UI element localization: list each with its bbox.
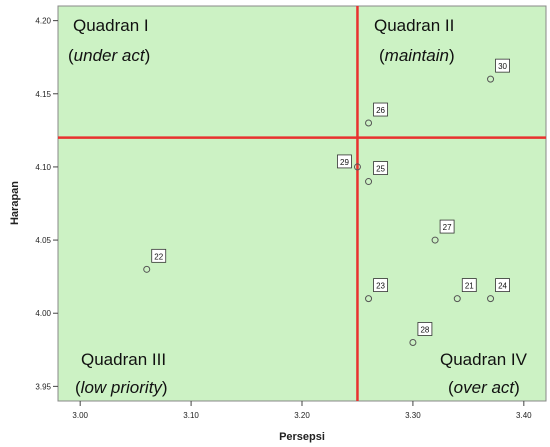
data-point bbox=[453, 295, 461, 303]
plot-area bbox=[57, 5, 547, 402]
x-axis-title: Persepsi bbox=[279, 431, 325, 443]
x-tick-label: 3.00 bbox=[72, 411, 88, 420]
quadrant-1-note: (under act) bbox=[68, 46, 150, 65]
data-point bbox=[487, 75, 495, 83]
data-point bbox=[487, 295, 495, 303]
point-label-box bbox=[495, 278, 510, 292]
x-tick-label: 3.10 bbox=[183, 411, 199, 420]
data-point bbox=[365, 295, 373, 303]
data-point bbox=[409, 338, 417, 346]
point-label-box bbox=[151, 248, 167, 263]
data-point bbox=[143, 265, 151, 273]
point-label: 28 bbox=[420, 325, 429, 334]
point-label-box bbox=[495, 58, 510, 73]
quadrant-4-title: Quadran IV bbox=[440, 350, 528, 369]
point-label-box bbox=[373, 278, 388, 292]
quadrant-3-note: (low priority) bbox=[75, 378, 168, 397]
x-tick-label: 3.20 bbox=[294, 411, 310, 420]
quadrant-4-note: (over act) bbox=[448, 378, 520, 397]
quadrant-2-title: Quadran II bbox=[374, 16, 454, 35]
point-label: 24 bbox=[498, 282, 507, 291]
y-tick-label: 4.15 bbox=[35, 90, 51, 99]
y-tick-label: 4.20 bbox=[35, 17, 51, 26]
data-point bbox=[431, 236, 439, 244]
point-label: 30 bbox=[498, 62, 507, 71]
y-tick-label: 4.10 bbox=[35, 163, 51, 172]
point-label-box bbox=[337, 154, 352, 169]
y-tick-label: 4.00 bbox=[35, 309, 51, 318]
point-label-box bbox=[373, 161, 388, 175]
y-axis-title: Harapan bbox=[9, 181, 21, 225]
point-label-box bbox=[439, 219, 455, 234]
point-label: 27 bbox=[443, 223, 452, 232]
y-tick-label: 3.95 bbox=[35, 382, 51, 391]
data-point bbox=[365, 119, 373, 127]
point-label: 23 bbox=[376, 282, 385, 291]
point-label-box bbox=[417, 322, 433, 336]
point-label-box bbox=[373, 102, 388, 117]
point-label: 26 bbox=[376, 106, 385, 115]
quadrant-2-note: (maintain) bbox=[379, 46, 455, 65]
point-label-box bbox=[461, 278, 477, 292]
x-tick-label: 3.30 bbox=[405, 411, 421, 420]
quadrant-3-title: Quadran III bbox=[81, 350, 166, 369]
point-label: 29 bbox=[340, 158, 349, 167]
point-label: 21 bbox=[465, 282, 474, 291]
quadrant-1-title: Quadran I bbox=[73, 16, 149, 35]
point-label: 22 bbox=[154, 252, 163, 261]
data-point bbox=[365, 178, 373, 186]
y-tick-label: 4.05 bbox=[35, 236, 51, 245]
x-tick-label: 3.40 bbox=[516, 411, 532, 420]
point-label: 25 bbox=[376, 165, 385, 174]
data-point bbox=[353, 163, 361, 171]
